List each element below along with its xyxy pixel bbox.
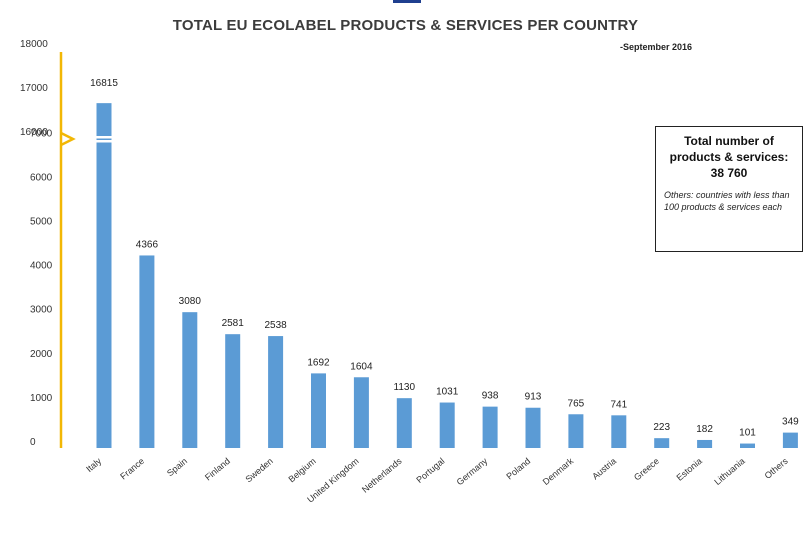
- bar-break-gap: [95, 140, 113, 143]
- category-label: Belgium: [286, 456, 317, 485]
- y-tick-label: 6000: [30, 172, 53, 183]
- y-tick-label: 3000: [30, 305, 53, 316]
- bar-poland: [525, 407, 541, 448]
- bar-break-gap: [95, 136, 113, 139]
- top-accent-bar: [393, 0, 421, 3]
- bar-germany: [482, 406, 498, 448]
- bar-sweden: [268, 336, 284, 448]
- bar-lithuania: [740, 443, 755, 448]
- data-label: 223: [653, 422, 670, 433]
- y-tick-label: 4000: [30, 261, 53, 272]
- data-label: 101: [739, 428, 756, 439]
- data-label: 4366: [136, 239, 159, 250]
- data-label: 741: [610, 399, 627, 410]
- category-label: Denmark: [541, 456, 576, 487]
- bar-finland: [225, 334, 241, 448]
- data-label: 765: [568, 398, 585, 409]
- category-label: Poland: [504, 456, 532, 482]
- bar-portugal: [439, 402, 455, 448]
- category-label: Estonia: [674, 456, 703, 483]
- axis-break-marker: [60, 131, 76, 147]
- bar-greece: [654, 438, 670, 448]
- total-info-box: Total number of products & services: 38 …: [655, 126, 803, 252]
- info-heading-line1: Total number of: [684, 134, 774, 148]
- info-heading-line2: products & services:: [669, 150, 789, 164]
- category-label: Finland: [203, 456, 232, 483]
- y-tick-label: 7000: [30, 128, 53, 139]
- category-label: Others: [763, 456, 791, 481]
- data-label: 16815: [90, 78, 118, 89]
- data-label: 938: [482, 391, 499, 402]
- category-label: Netherlands: [360, 456, 404, 495]
- category-label: France: [118, 456, 146, 482]
- category-label: Lithuania: [712, 456, 746, 487]
- category-label: Greece: [632, 456, 661, 483]
- y-tick-label: 2000: [30, 349, 53, 360]
- bar-denmark: [568, 414, 584, 448]
- bar-netherlands: [396, 398, 412, 448]
- category-label: Austria: [590, 456, 618, 482]
- chart-title: TOTAL EU ECOLABEL PRODUCTS & SERVICES PE…: [172, 17, 639, 34]
- data-label: 1130: [394, 382, 416, 393]
- bar-italy: [96, 103, 112, 448]
- y-tick-label: 5000: [30, 217, 53, 228]
- data-label: 2538: [264, 320, 287, 331]
- data-label: 913: [525, 392, 542, 403]
- bar-united-kingdom: [353, 377, 369, 448]
- info-note: Others: countries with less than 100 pro…: [664, 190, 790, 212]
- info-heading-total: 38 760: [710, 166, 748, 180]
- bar-spain: [182, 312, 198, 448]
- category-label: Spain: [165, 456, 189, 478]
- category-label: Sweden: [244, 456, 275, 485]
- data-label: 1604: [350, 361, 373, 372]
- y-tick-label: 1000: [30, 393, 53, 404]
- data-label: 3080: [179, 296, 202, 307]
- bar-france: [139, 255, 155, 448]
- data-label: 1031: [436, 387, 459, 398]
- bar-others: [782, 432, 798, 448]
- y-tick-label: 18000: [20, 39, 48, 50]
- bar-belgium: [311, 373, 326, 448]
- y-tick-label: 16000: [20, 127, 48, 138]
- category-label: Germany: [455, 456, 490, 488]
- bar-estonia: [697, 439, 713, 448]
- bars-layer: [95, 103, 798, 448]
- data-label: 1692: [307, 357, 330, 368]
- category-label: Portugal: [414, 456, 446, 485]
- data-label: 2581: [222, 318, 245, 329]
- data-label: 349: [782, 417, 799, 428]
- y-tick-label: 0: [30, 437, 36, 448]
- chart-subtitle: -September 2016: [620, 42, 693, 52]
- data-label: 182: [696, 424, 713, 435]
- category-label: Italy: [84, 456, 103, 475]
- y-tick-label: 17000: [20, 83, 48, 94]
- bar-austria: [611, 415, 627, 448]
